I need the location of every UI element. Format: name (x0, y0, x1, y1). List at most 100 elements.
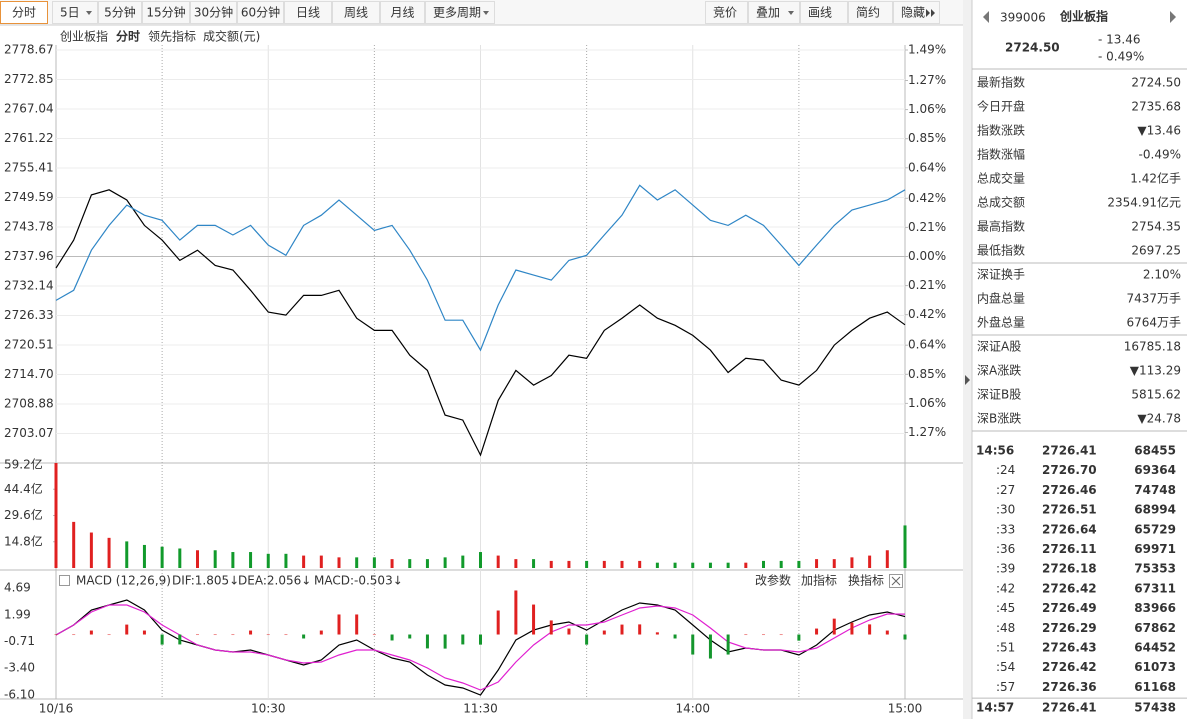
stat-value: 2724.50 (1131, 76, 1181, 90)
macd-bar (567, 628, 571, 635)
stat-value: 5815.62 (1131, 388, 1181, 402)
y-tick-label: 2720.51 (4, 338, 54, 352)
tab-label[interactable]: 15分钟 (146, 5, 185, 20)
indicator-button[interactable]: 改参数 (755, 573, 791, 588)
macd-bar (691, 634, 695, 655)
prev-arrow[interactable] (983, 11, 989, 23)
volume-bar (390, 559, 394, 568)
stat-value: 6764万手 (1126, 316, 1181, 330)
tab-label[interactable]: 月线 (390, 6, 414, 20)
quote-price: 2724.50 (1005, 41, 1060, 55)
next-arrow[interactable] (1170, 11, 1176, 23)
splitter[interactable] (963, 0, 972, 719)
volume-bar (231, 552, 235, 568)
stat-label: 总成交额 (977, 195, 1025, 210)
y-tick-label: -6.10 (4, 688, 35, 702)
tab[interactable] (284, 1, 332, 24)
tool-label[interactable]: 叠加 (756, 6, 780, 20)
tab[interactable] (190, 1, 237, 24)
macd-bar (832, 618, 836, 635)
tab[interactable] (237, 1, 284, 24)
y-tick-label: 1.99 (4, 607, 31, 621)
quote-change-pct: - 0.49% (1098, 50, 1144, 64)
tool-button[interactable] (705, 1, 748, 24)
macd-bar (266, 634, 270, 636)
stat-label: 最新指数 (977, 75, 1025, 90)
tool-label[interactable]: 简约 (856, 5, 880, 20)
volume-bar (762, 560, 765, 568)
volume-bar (673, 562, 677, 568)
tab[interactable] (142, 1, 190, 24)
stat-label: 指数涨跌 (977, 123, 1025, 138)
y-tick-label: 2761.22 (4, 131, 54, 145)
tool-label[interactable]: 隐藏 (901, 6, 925, 20)
tab-label[interactable]: 5日 (60, 6, 80, 20)
volume-bar (832, 559, 836, 568)
checkbox[interactable] (59, 575, 70, 586)
trade-volume: 83966 (1134, 601, 1176, 615)
tab-label[interactable]: 5分钟 (104, 5, 136, 20)
tab[interactable] (380, 1, 425, 24)
y2-tick-label: 0.64% (908, 338, 946, 352)
y-tick-label: 14.8亿 (4, 533, 43, 548)
tool-button[interactable] (748, 1, 800, 24)
tab[interactable] (98, 1, 142, 24)
volume-bar (266, 553, 270, 568)
tab[interactable] (425, 1, 495, 24)
macd-bar (196, 634, 199, 636)
y2-tick-label: 0.42% (908, 191, 946, 205)
volume-bar (125, 541, 129, 568)
trade-price: 2726.41 (1042, 444, 1097, 458)
volume-bar (868, 555, 872, 568)
macd-bar (54, 634, 58, 636)
hide-arrow (926, 9, 930, 17)
stat-label: 深证换手 (977, 268, 1025, 282)
tab-label[interactable]: 更多周期 (433, 6, 481, 20)
tab-label[interactable]: 30分钟 (194, 5, 233, 20)
quote-code: 399006 (1000, 11, 1046, 25)
macd-bar (620, 624, 624, 635)
indicator-button[interactable]: 加指标 (801, 573, 837, 588)
series-line (55, 184, 906, 352)
tab-label[interactable]: 日线 (296, 6, 320, 20)
y2-tick-label: 0.42% (908, 307, 946, 321)
macd-bar (496, 610, 500, 635)
tool-label[interactable]: 竞价 (713, 6, 737, 20)
tab-label[interactable]: 周线 (344, 6, 368, 20)
series-line (55, 604, 906, 691)
x-tick-label: 11:30 (463, 702, 498, 716)
indicator-button[interactable]: 换指标 (848, 573, 884, 588)
macd-bar (160, 634, 164, 645)
tool-button[interactable] (848, 1, 893, 24)
tab-label[interactable]: 分时 (12, 6, 36, 20)
trade-price: 2726.51 (1042, 503, 1097, 517)
trade-price: 2726.64 (1042, 522, 1097, 536)
tab[interactable] (0, 1, 48, 24)
y2-tick-label: 1.27% (908, 425, 946, 439)
trade-volume: 69971 (1134, 542, 1176, 556)
tab[interactable] (52, 1, 98, 24)
volume-bar (691, 562, 695, 568)
trade-price: 2726.49 (1042, 601, 1097, 615)
x-tick-label: 14:00 (675, 702, 710, 716)
tab[interactable] (332, 1, 380, 24)
tab-label[interactable]: 60分钟 (241, 5, 280, 20)
volume-bar (744, 562, 748, 568)
macd-bar (390, 634, 394, 641)
macd-bar (443, 634, 447, 649)
stat-label: 指数涨幅 (977, 147, 1025, 162)
trade-time: :33 (996, 522, 1015, 536)
splitter-arrow[interactable] (965, 375, 970, 385)
macd-bar (408, 634, 412, 639)
macd-bar (726, 634, 730, 655)
y2-tick-label: 0.64% (908, 160, 946, 174)
volume-bar (461, 555, 465, 568)
tool-label[interactable]: 画线 (808, 6, 832, 20)
tool-button[interactable] (893, 1, 940, 24)
tool-button[interactable] (800, 1, 848, 24)
dropdown-arrow (788, 11, 794, 15)
stat-value: ▼13.46 (1137, 124, 1181, 138)
close-icon (891, 576, 901, 586)
volume-bar (479, 552, 482, 568)
stat-value: 2735.68 (1131, 100, 1181, 114)
